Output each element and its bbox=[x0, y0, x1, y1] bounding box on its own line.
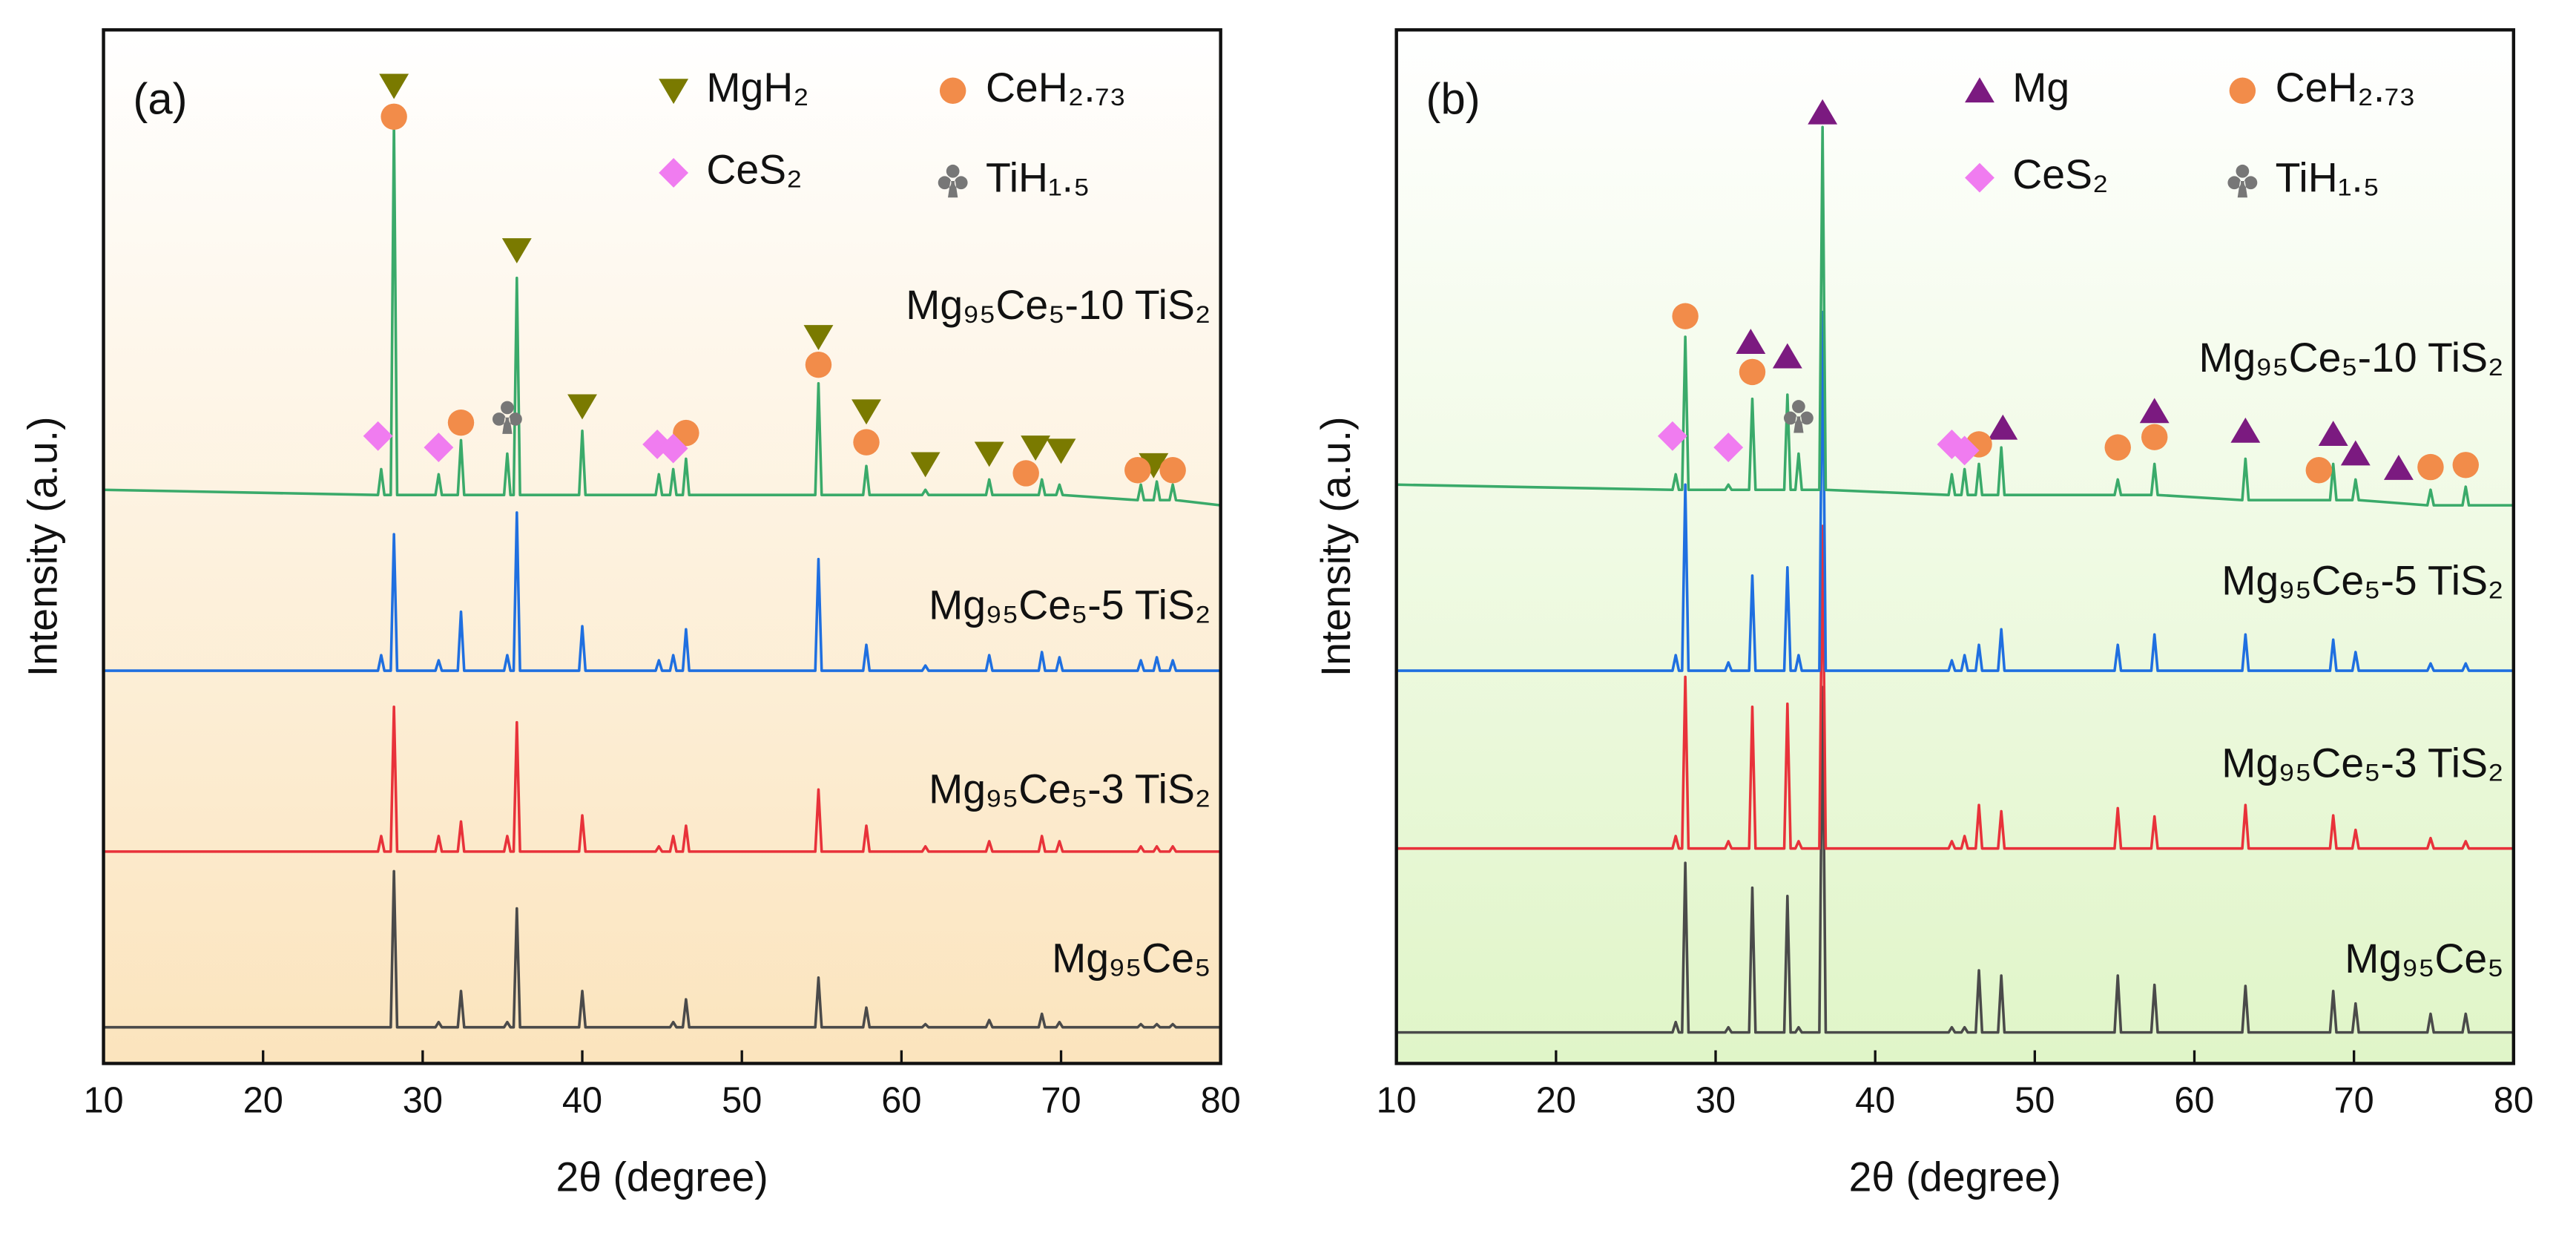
marker bbox=[974, 441, 1004, 467]
y-axis-title: Intensity (a.u.) bbox=[20, 416, 66, 677]
xrd-pattern bbox=[103, 511, 1221, 672]
marker bbox=[659, 158, 689, 188]
marker bbox=[803, 325, 834, 350]
marker bbox=[1046, 438, 1076, 464]
y-axis-title: Intensity (a.u.) bbox=[1313, 416, 1359, 677]
marker bbox=[1736, 329, 1766, 354]
marker bbox=[1657, 421, 1687, 451]
x-tick-label: 30 bbox=[403, 1080, 443, 1120]
marker bbox=[1139, 453, 1169, 479]
x-tick-label: 20 bbox=[1536, 1080, 1576, 1120]
series-label: Mg₉₅Ce₅-5 TiS₂ bbox=[2221, 557, 2503, 603]
plot-frame bbox=[1394, 28, 2516, 1065]
marker bbox=[2340, 440, 2371, 466]
marker bbox=[2104, 434, 2131, 461]
x-tick-label: 60 bbox=[881, 1080, 921, 1120]
legend-label: CeS₂ bbox=[2012, 151, 2108, 197]
x-tick-label: 10 bbox=[1377, 1080, 1417, 1120]
marker bbox=[2230, 417, 2261, 443]
legend-label: CeH₂.₇₃ bbox=[2276, 65, 2416, 111]
x-tick-label: 70 bbox=[2334, 1080, 2374, 1120]
marker bbox=[1159, 457, 1186, 484]
xrd-pattern bbox=[1396, 310, 2514, 672]
marker bbox=[853, 429, 880, 456]
x-tick-label: 20 bbox=[243, 1080, 283, 1120]
x-axis-title: 2θ (degree) bbox=[556, 1154, 768, 1200]
marker bbox=[2139, 398, 2170, 424]
xrd-pattern bbox=[1396, 685, 2514, 1034]
marker bbox=[1021, 435, 1051, 461]
marker bbox=[1672, 303, 1699, 329]
marker bbox=[2318, 421, 2348, 446]
marker bbox=[910, 452, 941, 478]
x-tick-label: 80 bbox=[2494, 1080, 2534, 1120]
x-tick-label: 80 bbox=[1201, 1080, 1241, 1120]
marker bbox=[379, 73, 409, 99]
marker bbox=[447, 409, 475, 436]
marker bbox=[1124, 457, 1151, 484]
x-tick-label: 40 bbox=[1855, 1080, 1895, 1120]
panel-label: (a) bbox=[133, 74, 187, 124]
marker bbox=[1772, 343, 1802, 369]
legend-label: Mg bbox=[2012, 65, 2069, 111]
legend-label: MgH₂ bbox=[706, 65, 808, 111]
xrd-pattern bbox=[1396, 525, 2514, 850]
legend-label: TiH₁.₅ bbox=[986, 155, 1090, 201]
marker bbox=[939, 77, 966, 104]
marker bbox=[2417, 453, 2444, 481]
panel-label: (b) bbox=[1426, 74, 1480, 124]
marker bbox=[2227, 164, 2258, 198]
series-label: Mg₉₅Ce₅ bbox=[2345, 936, 2503, 982]
x-axis-title: 2θ (degree) bbox=[1849, 1154, 2061, 1200]
marker bbox=[2383, 455, 2414, 480]
marker bbox=[2229, 77, 2256, 104]
series-label: Mg₉₅Ce₅-3 TiS₂ bbox=[929, 766, 1210, 812]
marker bbox=[1012, 460, 1039, 487]
marker bbox=[1808, 99, 1838, 125]
xrd-pattern bbox=[1396, 125, 2514, 507]
marker bbox=[1783, 400, 1814, 433]
xrd-pattern bbox=[103, 706, 1221, 853]
marker bbox=[851, 399, 881, 425]
marker bbox=[1965, 77, 1994, 103]
legend-label: CeH₂.₇₃ bbox=[986, 65, 1126, 111]
marker bbox=[658, 433, 688, 464]
marker bbox=[1988, 414, 2018, 440]
series-label: Mg₉₅Ce₅-10 TiS₂ bbox=[2198, 335, 2503, 381]
series-label: Mg₉₅Ce₅-10 TiS₂ bbox=[906, 282, 1210, 328]
marker bbox=[2452, 452, 2480, 479]
x-tick-label: 30 bbox=[1696, 1080, 1736, 1120]
marker bbox=[381, 103, 407, 131]
marker bbox=[1739, 358, 1766, 386]
xrd-pattern bbox=[103, 121, 1221, 507]
marker bbox=[805, 351, 832, 378]
marker bbox=[424, 433, 454, 463]
legend-label: TiH₁.₅ bbox=[2276, 155, 2379, 201]
x-tick-label: 10 bbox=[83, 1080, 123, 1120]
legend-label: CeS₂ bbox=[706, 147, 802, 193]
marker bbox=[673, 419, 699, 447]
plot-background bbox=[103, 30, 1221, 1064]
plot-frame bbox=[102, 28, 1222, 1065]
marker bbox=[659, 79, 689, 105]
x-tick-label: 40 bbox=[562, 1080, 602, 1120]
marker bbox=[567, 394, 597, 420]
plot-background bbox=[1396, 30, 2514, 1064]
marker bbox=[2141, 424, 2168, 450]
xrd-pattern bbox=[103, 869, 1221, 1029]
marker bbox=[2305, 457, 2333, 484]
marker bbox=[1965, 162, 1994, 193]
marker bbox=[938, 164, 968, 198]
marker bbox=[492, 401, 522, 434]
marker bbox=[501, 238, 532, 263]
series-label: Mg₉₅Ce₅ bbox=[1052, 936, 1210, 982]
marker bbox=[363, 421, 393, 451]
x-tick-label: 50 bbox=[722, 1080, 762, 1120]
x-tick-label: 50 bbox=[2015, 1080, 2055, 1120]
x-tick-label: 60 bbox=[2174, 1080, 2214, 1120]
x-tick-label: 70 bbox=[1041, 1080, 1081, 1120]
series-label: Mg₉₅Ce₅-5 TiS₂ bbox=[929, 582, 1210, 628]
series-label: Mg₉₅Ce₅-3 TiS₂ bbox=[2221, 740, 2503, 786]
